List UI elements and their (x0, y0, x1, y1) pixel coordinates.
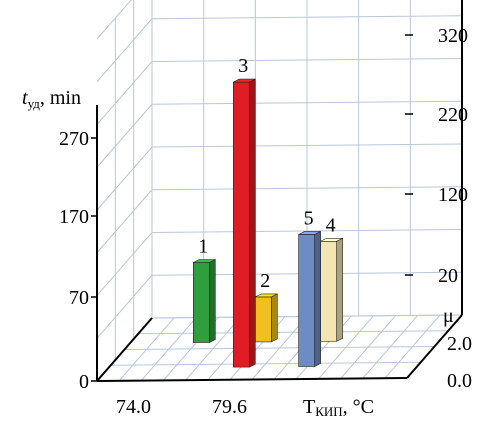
depth-axis-tick-label: 2.0 (447, 333, 472, 355)
floor-gridline (110, 361, 421, 366)
x-axis-label: TКИП, °C (303, 396, 374, 419)
bar-side-face (314, 230, 321, 367)
bar-front-face (320, 240, 337, 342)
bar-side-face (249, 78, 256, 368)
bar-label: 3 (238, 55, 248, 77)
side-wall-gridline (96, 274, 153, 339)
depth-axis-tick-label: 0.0 (447, 370, 472, 392)
x-axis-tick-label: 79.6 (212, 396, 247, 418)
bar-3 (233, 78, 256, 368)
back-wall-gridline (151, 143, 463, 148)
bar-top-face (255, 293, 278, 298)
left-axis-tick-label: 170 (59, 206, 89, 228)
side-wall-gridline (96, 18, 153, 83)
left-axis-tick-label: 270 (59, 128, 89, 150)
bar-label: 1 (198, 236, 208, 258)
bar-side-face (209, 259, 216, 343)
bar-4 (320, 237, 343, 342)
right-axis-tick-label: 120 (438, 184, 468, 206)
bar-side-face (336, 237, 343, 342)
back-wall-gridline (151, 15, 463, 20)
x-axis-line (96, 377, 408, 382)
left-axis-label: tуд, min (22, 87, 81, 111)
side-wall-gridline (96, 0, 132, 40)
right-axis-tick-label: 320 (438, 25, 468, 47)
left-axis-tick-label: 0 (79, 371, 89, 393)
bar-top-face (193, 259, 216, 263)
back-wall-gridline (151, 100, 463, 105)
right-axis-tick-label: 20 (438, 265, 458, 287)
back-wall-gridline (151, 58, 463, 62)
bar-label: 5 (304, 207, 314, 229)
bar-1 (193, 259, 216, 343)
depth-axis-label: μ (443, 305, 454, 327)
right-axis-tick-label: 220 (438, 104, 468, 126)
bar-label: 2 (260, 270, 270, 292)
bar-top-face (233, 78, 256, 83)
side-wall-gridline (96, 189, 153, 254)
x-axis-tick-label: 74.0 (116, 396, 151, 418)
bar-2 (255, 293, 278, 343)
side-wall-gridline (96, 232, 153, 296)
floor-gridline (124, 346, 435, 350)
side-wall-gridline (96, 103, 153, 168)
side-wall-gridline (96, 146, 153, 211)
bar-front-face (233, 81, 250, 368)
bar-side-face (270, 293, 278, 343)
back-wall-gridline (151, 229, 463, 233)
bar-5 (298, 230, 321, 367)
bar-front-face (298, 234, 315, 367)
floor-left-edge (96, 317, 153, 382)
side-wall-gridline (96, 61, 153, 125)
floor-gridline (138, 330, 449, 335)
bar-top-face (320, 237, 343, 242)
bar-front-face (193, 262, 210, 343)
bar-front-face (255, 296, 272, 343)
left-axis-tick-label: 70 (69, 287, 89, 309)
bar-top-face (298, 231, 321, 235)
depth-axis-line (406, 314, 463, 379)
back-wall-gridline (151, 186, 463, 191)
bar-label: 4 (326, 214, 336, 236)
